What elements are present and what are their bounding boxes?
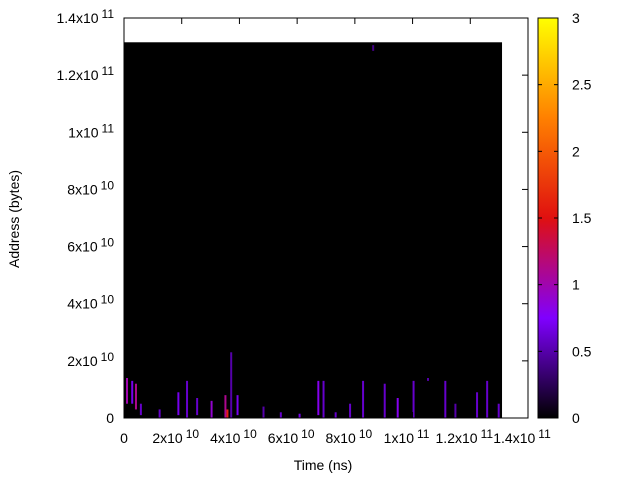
heatmap-cell bbox=[497, 403, 500, 418]
colorbar-tick-label: 0 bbox=[572, 410, 580, 426]
x-tick-label: 2x10 10 bbox=[152, 427, 199, 446]
y-axis-label: Address (bytes) bbox=[6, 170, 22, 268]
y-tick-label: 6x10 10 bbox=[67, 236, 114, 255]
heatmap-cell bbox=[396, 398, 399, 418]
y-tick-label: 1.4x10 11 bbox=[56, 7, 114, 26]
heatmap-cell bbox=[444, 380, 447, 418]
plot-border bbox=[123, 17, 529, 419]
heatmap-cell bbox=[230, 352, 233, 418]
x-tick-label: 1.4x10 11 bbox=[493, 427, 551, 446]
plot-frame bbox=[123, 17, 529, 419]
heatmap-background-block bbox=[124, 42, 503, 419]
plot-area bbox=[124, 42, 503, 419]
colorbar-tick-label: 3 bbox=[572, 10, 580, 26]
colorbar-tick-label: 0.5 bbox=[572, 343, 592, 359]
y-tick-label: 0 bbox=[106, 410, 114, 426]
heatmap-cell bbox=[476, 392, 479, 418]
heatmap-cell bbox=[177, 392, 180, 416]
heatmap-cell bbox=[158, 409, 161, 418]
colorbar: 0 0.5 1 1.5 2 2.5 3 bbox=[537, 10, 592, 426]
heatmap-cell bbox=[279, 412, 282, 418]
heatmap-cell bbox=[427, 378, 429, 381]
colorbar-tick-label: 2.5 bbox=[572, 77, 592, 93]
colorbar-tick-label: 1.5 bbox=[572, 210, 592, 226]
heatmap-cell bbox=[186, 380, 189, 418]
heatmap-cell bbox=[210, 400, 213, 418]
heatmap-cell bbox=[383, 383, 386, 418]
y-axis-ticks: 0 2x10 10 4x10 10 6x10 10 8x10 10 1x10 11 1.2x10 11 1… bbox=[56, 7, 528, 426]
colorbar-tick-label: 1 bbox=[572, 277, 580, 293]
x-tick-label: 8x10 10 bbox=[325, 427, 372, 446]
x-tick-label: 1.2x10 11 bbox=[436, 427, 494, 446]
heatmap-cell bbox=[322, 380, 325, 418]
heatmap-cell bbox=[362, 380, 365, 418]
heatmap-cell bbox=[262, 406, 265, 418]
heatmap-cell bbox=[454, 403, 457, 418]
y-tick-label: 1x10 11 bbox=[68, 121, 114, 140]
heatmap-cell bbox=[334, 412, 337, 418]
heatmap-cell bbox=[317, 380, 320, 416]
y-tick-label: 1.2x10 11 bbox=[56, 64, 114, 83]
y-tick-label: 2x10 10 bbox=[67, 350, 114, 369]
heatmap-cell bbox=[236, 395, 239, 416]
heatmap-cell bbox=[372, 45, 375, 51]
heatmap-cell bbox=[126, 378, 129, 404]
x-tick-label: 1x10 11 bbox=[384, 427, 430, 446]
x-axis-ticks: 0 2x10 10 4x10 10 6x10 10 8x10 10 1x10 11 1.2x10 11 1… bbox=[120, 18, 551, 446]
heatmap-cell bbox=[298, 413, 301, 418]
y-tick-label: 4x10 10 bbox=[67, 293, 114, 312]
heatmap-cell bbox=[196, 398, 199, 416]
heatmap-cell bbox=[412, 380, 415, 418]
heatmap-cell bbox=[486, 380, 489, 418]
heatmap-cell bbox=[134, 383, 137, 410]
x-tick-label: 0 bbox=[120, 430, 128, 446]
heatmap-cell bbox=[224, 395, 227, 418]
heatmap-cell bbox=[131, 380, 134, 404]
colorbar-tick-label: 2 bbox=[572, 143, 580, 159]
heatmap-cell bbox=[139, 403, 142, 416]
x-tick-label: 4x10 10 bbox=[210, 427, 257, 446]
x-axis-label: Time (ns) bbox=[294, 457, 353, 473]
heatmap-cell bbox=[349, 403, 352, 418]
heatmap-cell bbox=[226, 409, 229, 418]
x-tick-label: 6x10 10 bbox=[268, 427, 315, 446]
y-tick-label: 8x10 10 bbox=[67, 178, 114, 197]
